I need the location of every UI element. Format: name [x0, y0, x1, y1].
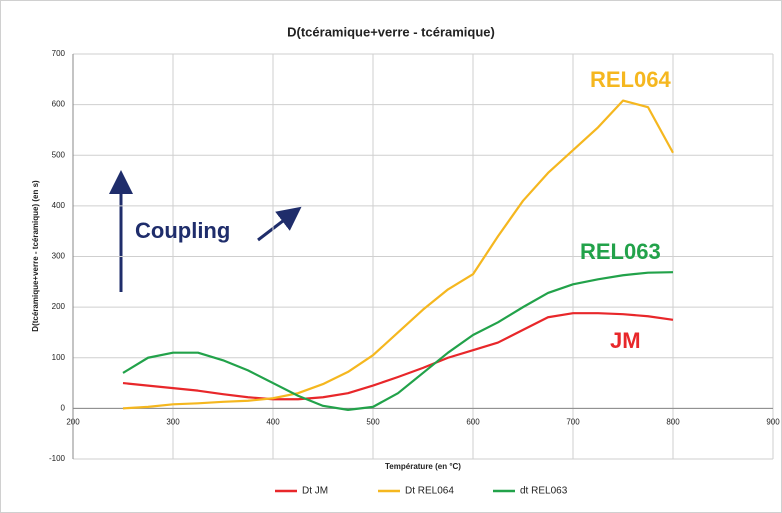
annotation: REL063 [580, 239, 661, 264]
x-tick-label: 900 [766, 417, 780, 426]
y-tick-label: 500 [52, 150, 66, 159]
y-axis-label: D(tcéramique+verre - tcéramique) (en s) [31, 180, 40, 332]
x-tick-label: 600 [466, 417, 480, 426]
y-tick-label: 700 [52, 49, 66, 58]
x-tick-label: 800 [666, 417, 680, 426]
x-axis-label: Température (en °C) [385, 462, 461, 471]
annotation: JM [610, 328, 641, 353]
y-tick-label: -100 [49, 454, 66, 463]
line [122, 271, 674, 411]
y-tick-label: 300 [52, 252, 66, 261]
y-tick-label: 200 [52, 302, 66, 311]
y-tick-label: 600 [52, 100, 66, 109]
x-tick-label: 400 [266, 417, 280, 426]
arrow [257, 206, 302, 242]
y-tick-label: 100 [52, 353, 66, 362]
annotation: REL064 [590, 67, 671, 92]
legend-label: dt REL063 [520, 486, 568, 497]
y-tick-label: 400 [52, 201, 66, 210]
y-tick-label: 0 [61, 403, 66, 412]
line [122, 312, 674, 401]
chart-title: D(tcéramique+verre - tcéramique) [287, 24, 495, 39]
x-tick-label: 700 [566, 417, 580, 426]
annotation: Coupling [135, 218, 230, 243]
legend-label: Dt JM [302, 486, 328, 497]
line [122, 99, 674, 410]
x-tick-label: 500 [366, 417, 380, 426]
legend-label: Dt REL064 [405, 486, 454, 497]
x-tick-label: 300 [166, 417, 180, 426]
